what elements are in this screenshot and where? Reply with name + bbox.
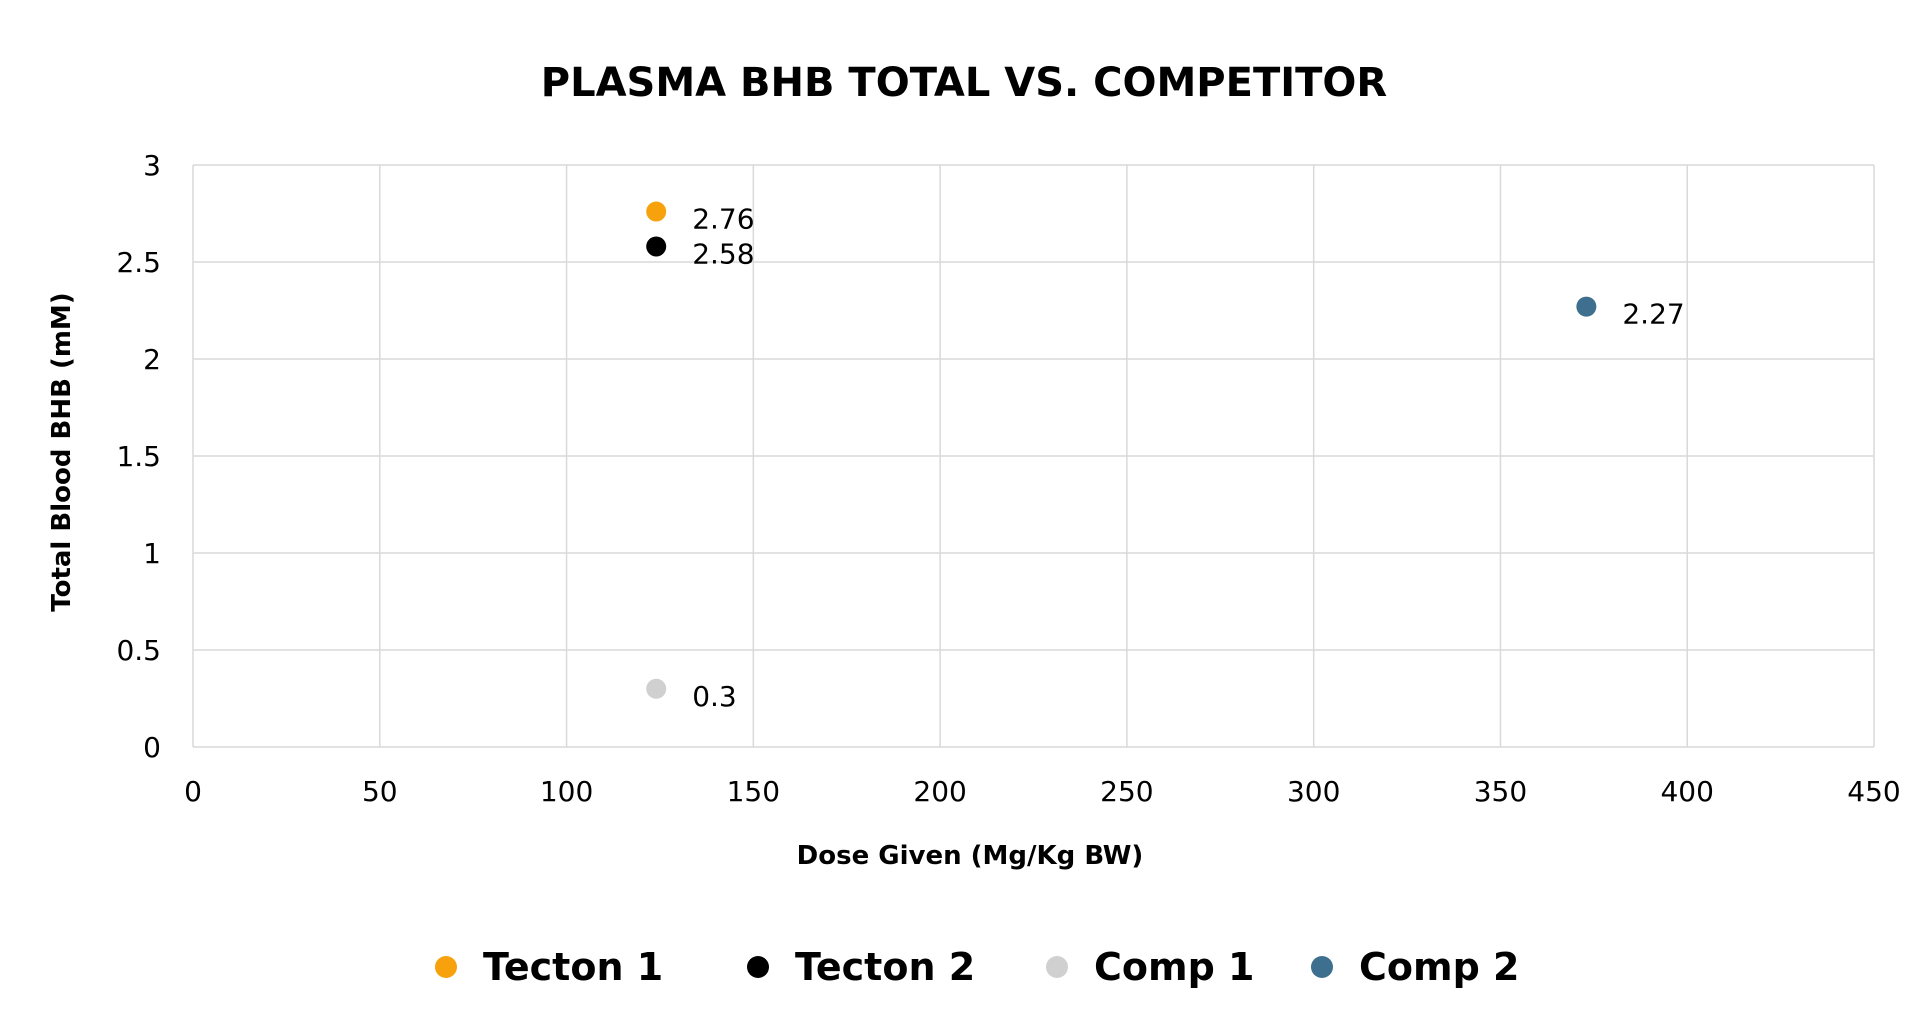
x-tick-label: 200	[913, 775, 966, 808]
y-tick-label: 0.5	[116, 634, 161, 667]
y-tick-label: 1.5	[116, 440, 161, 473]
data-point-tecton-1	[646, 201, 667, 222]
data-points	[646, 201, 1597, 699]
data-labels: 2.762.58 0.3 2.27	[692, 203, 1684, 713]
y-tick-label: 2.5	[116, 246, 161, 279]
x-axis-title: Dose Given (Mg/Kg BW)	[797, 841, 1144, 871]
y-tick-label: 3	[143, 149, 161, 182]
y-tick-label: 0	[143, 731, 161, 764]
legend: Tecton 1 Tecton 2 Comp 1 Comp 2	[435, 945, 1519, 989]
data-label: 2.76	[692, 203, 754, 236]
data-label: 0.3	[692, 680, 737, 713]
y-tick-label: 1	[143, 537, 161, 570]
legend-marker	[435, 956, 457, 978]
legend-marker	[1311, 956, 1333, 978]
y-axis-title: Total Blood BHB (mM)	[47, 292, 77, 611]
x-tick-label: 400	[1660, 775, 1713, 808]
tick-labels: 0 50 100 150 200 250 300 350 400 450 0 0.5 1 1.5 2 2.5 3	[116, 149, 1900, 808]
x-tick-label: 150	[727, 775, 780, 808]
chart-title: PLASMA BHB TOTAL VS. COMPETITOR	[541, 60, 1387, 106]
data-label: 2.27	[1622, 298, 1684, 331]
legend-marker	[1046, 956, 1068, 978]
data-label: 2.58	[692, 237, 754, 270]
data-point-comp-2	[1576, 296, 1597, 317]
x-tick-label: 100	[540, 775, 593, 808]
legend-label: Comp 2	[1359, 945, 1519, 989]
data-point-comp-1	[646, 678, 667, 699]
x-tick-label: 450	[1847, 775, 1900, 808]
legend-label: Comp 1	[1094, 945, 1254, 989]
grid	[192, 164, 1875, 748]
data-point-tecton-2	[646, 236, 667, 257]
legend-label: Tecton 2	[795, 945, 975, 989]
x-tick-label: 0	[184, 775, 202, 808]
y-tick-label: 2	[143, 343, 161, 376]
x-tick-label: 50	[362, 775, 398, 808]
x-tick-label: 300	[1287, 775, 1340, 808]
x-tick-label: 250	[1100, 775, 1153, 808]
x-tick-label: 350	[1474, 775, 1527, 808]
legend-label: Tecton 1	[483, 945, 663, 989]
legend-marker	[747, 956, 769, 978]
